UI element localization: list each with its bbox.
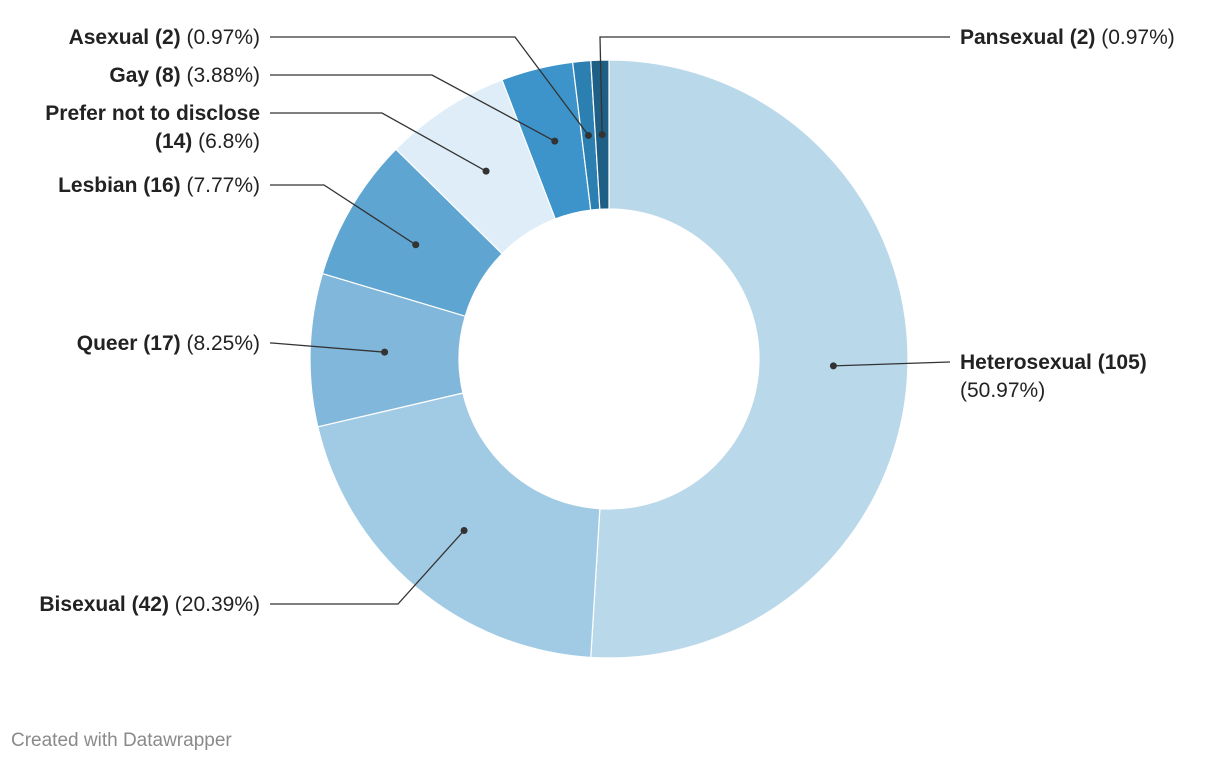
- leader-dot-queer: [381, 348, 389, 356]
- leader-dot-bisexual: [460, 526, 468, 534]
- label-bisexual: Bisexual (42) (20.39%): [39, 593, 260, 616]
- label-prefer-not-to-disclose: Prefer not to disclose: [45, 102, 260, 125]
- leader-line-asexual: [270, 36, 590, 136]
- leader-dot-lesbian: [412, 241, 420, 249]
- leader-dot-pansexual: [598, 131, 606, 139]
- slice-heterosexual: [590, 59, 909, 659]
- label-pansexual: Pansexual (2) (0.97%): [960, 26, 1175, 49]
- label-gay: Gay (8) (3.88%): [109, 64, 260, 87]
- leader-line-bisexual: [270, 530, 465, 605]
- donut-slices: [309, 59, 909, 659]
- leader-line-heterosexual: [833, 361, 951, 367]
- label-lesbian: Lesbian (16) (7.77%): [58, 174, 260, 197]
- label-asexual: Asexual (2) (0.97%): [69, 26, 260, 49]
- leader-lines: [270, 36, 951, 605]
- leader-line-pansexual: [599, 36, 950, 135]
- leader-line-gay: [270, 74, 556, 142]
- label-queer: Queer (17) (8.25%): [77, 332, 260, 355]
- leader-dot-asexual: [584, 131, 592, 139]
- datawrapper-credit: Created with Datawrapper: [11, 730, 232, 751]
- slice-bisexual: [317, 392, 601, 659]
- leader-dot-gay: [551, 137, 559, 145]
- leader-line-prefer-not-to-disclose: [270, 112, 487, 172]
- leader-line-lesbian: [270, 184, 417, 246]
- label-heterosexual: Heterosexual (105) (50.97%): [960, 351, 1147, 402]
- slice-labels: Heterosexual (105) (50.97%) Bisexual (42) …: [39, 26, 1174, 616]
- leader-dot-heterosexual: [829, 362, 837, 370]
- leader-dot-prefer-not-to-disclose: [482, 167, 490, 175]
- label-prefer-not-to-disclose-line2: (14) (6.8%): [155, 130, 260, 153]
- label-count: (14): [155, 130, 192, 153]
- leader-line-queer: [270, 342, 385, 353]
